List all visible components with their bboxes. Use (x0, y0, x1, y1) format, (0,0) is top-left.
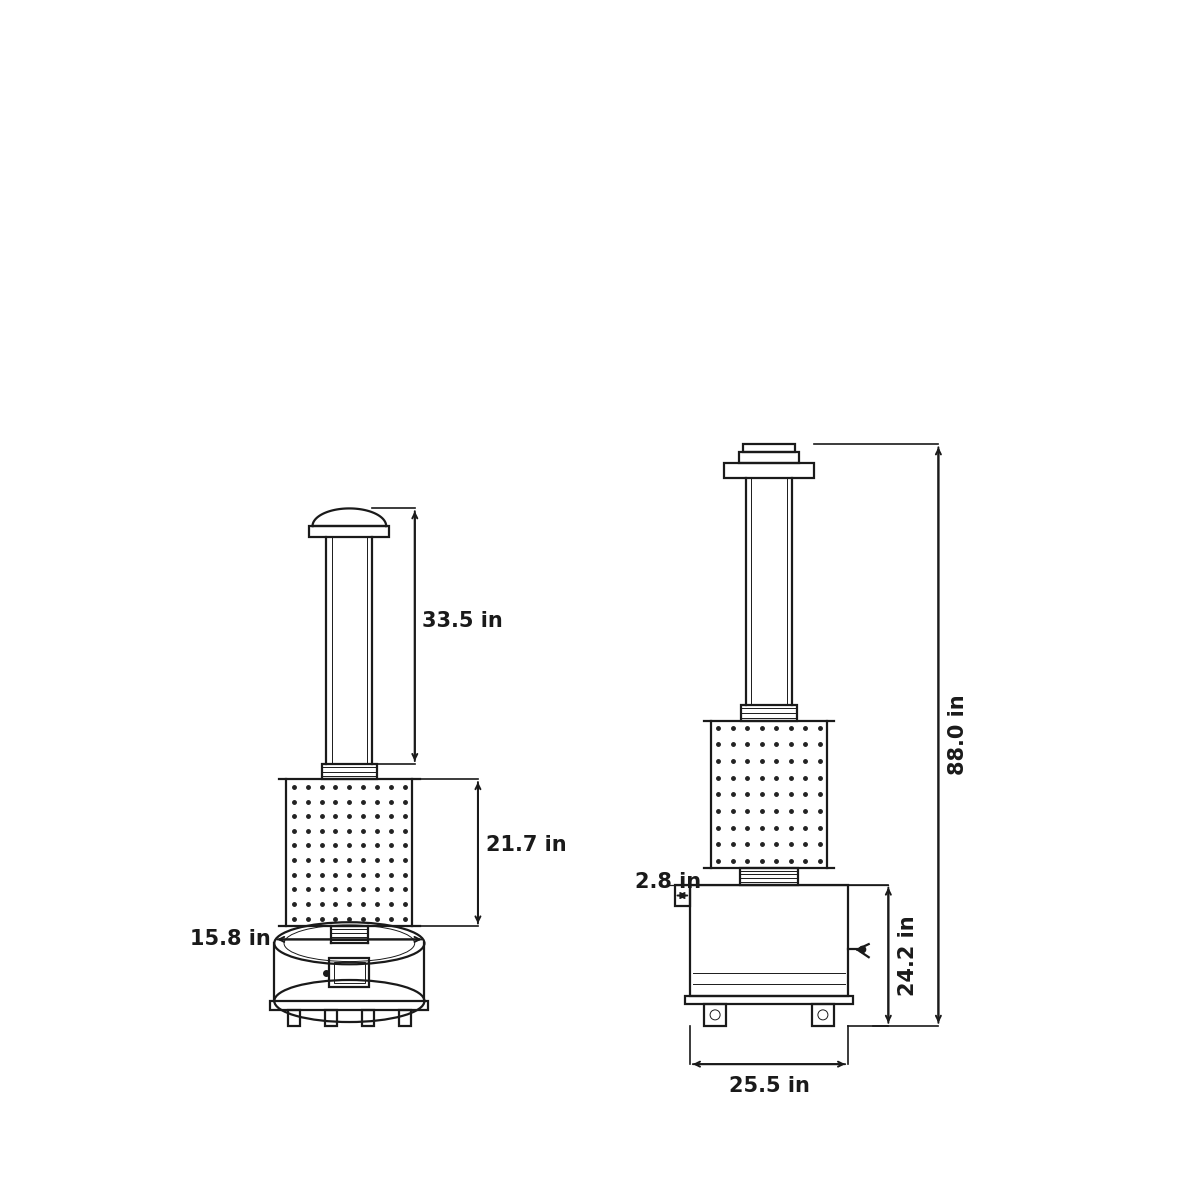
Text: 33.5 in: 33.5 in (422, 611, 503, 631)
Bar (288, 1010, 300, 1026)
Bar (812, 1004, 834, 1026)
Bar (690, 884, 848, 996)
Text: 21.7 in: 21.7 in (486, 835, 566, 856)
Text: 2.8 in: 2.8 in (635, 871, 701, 892)
Bar (743, 444, 796, 452)
Bar (322, 764, 377, 779)
Bar (739, 868, 798, 884)
Bar (361, 1010, 374, 1026)
Bar (739, 452, 799, 463)
Text: 24.2 in: 24.2 in (898, 914, 918, 996)
Bar (329, 958, 370, 988)
Bar (704, 1004, 726, 1026)
Bar (685, 996, 852, 1004)
Text: 88.0 in: 88.0 in (948, 695, 967, 775)
Bar (325, 1010, 337, 1026)
Bar (742, 706, 797, 721)
Bar (674, 884, 690, 906)
Bar (270, 1001, 428, 1010)
Bar (310, 526, 389, 536)
Bar (334, 961, 365, 983)
Bar (398, 1010, 410, 1026)
Text: 15.8 in: 15.8 in (190, 930, 270, 949)
Bar (725, 463, 814, 479)
Text: 25.5 in: 25.5 in (728, 1076, 810, 1097)
